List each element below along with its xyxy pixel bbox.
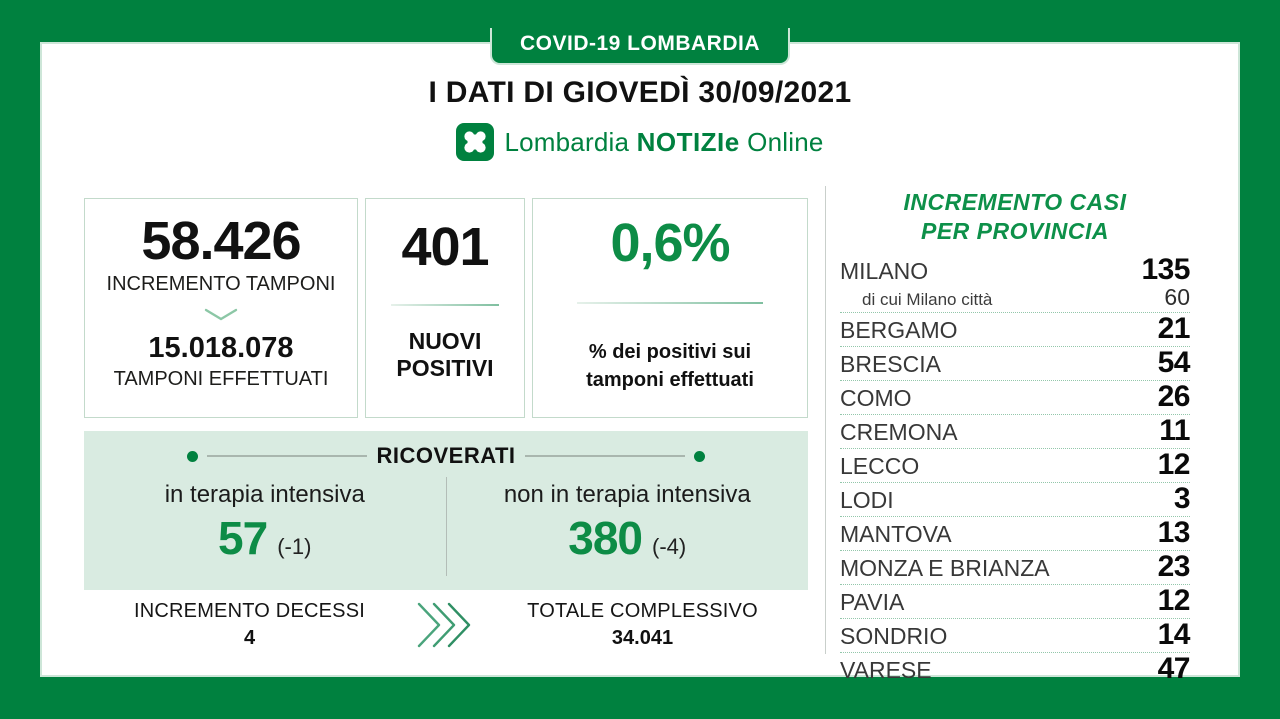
terapia-intensiva-label: in terapia intensiva [164, 481, 365, 508]
nuovi-positivi-label: NUOVI POSITIVI [396, 327, 494, 382]
tamponi-increment-value: 58.426 [141, 211, 301, 271]
province-row: COMO 26 [840, 379, 1191, 414]
incremento-decessi-label: INCREMENTO DECESSI [133, 600, 366, 622]
terapia-intensiva-delta: (-1) [277, 534, 312, 559]
province-name: BRESCIA [840, 350, 941, 377]
province-name: CREMONA [840, 418, 958, 445]
incremento-decessi-block: INCREMENTO DECESSI 4 [84, 600, 415, 650]
province-case-count: 23 [1157, 549, 1191, 583]
province-panel-title-line1: INCREMENTO CASI [903, 189, 1127, 215]
province-row: CREMONA 11 [840, 413, 1190, 448]
province-case-count: 54 [1157, 345, 1191, 379]
province-row: BERGAMO 21 [840, 311, 1191, 346]
stat-cards-row: 58.426 INCREMENTO TAMPONI 15.018.078 TAM… [84, 198, 808, 418]
province-name: LECCO [840, 452, 920, 479]
stats-column: 58.426 INCREMENTO TAMPONI 15.018.078 TAM… [84, 186, 808, 686]
non-terapia-intensiva-label: non in terapia intensiva [503, 481, 751, 508]
province-sub-row: di cui Milano città 60 [840, 283, 1190, 311]
province-case-count: 12 [1157, 447, 1191, 481]
province-row: SONDRIO 14 [840, 617, 1191, 652]
brand-region: Lombardia [504, 126, 630, 157]
province-panel-title-line2: PER PROVINCIA [921, 217, 1109, 244]
incremento-decessi-value: 4 [243, 627, 256, 649]
province-case-count: 26 [1157, 379, 1191, 413]
province-case-count: 3 [1173, 481, 1191, 515]
totals-row: INCREMENTO DECESSI 4 TOTALE COMPLESSIVO … [84, 590, 808, 660]
ricoverati-title: RICOVERATI [376, 443, 516, 468]
brand-logo: Lombardia NOTIZIe Online [40, 122, 1240, 162]
rosa-camuna-icon [456, 123, 495, 161]
divider [445, 477, 447, 576]
triple-chevron-right-icon [417, 602, 471, 648]
ricoverati-band: RICOVERATI in terapia intensiva 57 (-1) [84, 431, 808, 590]
province-case-count: 11 [1159, 413, 1190, 447]
province-case-count: 47 [1157, 651, 1191, 685]
percentuale-value: 0,6% [610, 213, 730, 273]
divider [576, 301, 764, 304]
tamponi-total-label: TAMPONI EFFETTUATI [113, 367, 329, 390]
ricoverati-header: RICOVERATI [84, 443, 808, 469]
province-row: VARESE 47 [840, 651, 1191, 686]
province-sub-label: di cui Milano città [862, 289, 993, 309]
brand-wordmark: Lombardia NOTIZIe Online [504, 127, 823, 158]
province-row: MANTOVA 13 [840, 515, 1191, 550]
bullet-dot-icon [693, 450, 705, 462]
brand-name: NOTIZIe [636, 126, 740, 157]
totale-complessivo-block: TOTALE COMPLESSIVO 34.041 [477, 600, 808, 650]
card-percentuale-positivi: 0,6% % dei positivi sui tamponi effettua… [532, 198, 808, 418]
divider [207, 455, 368, 457]
province-row: LECCO 12 [840, 447, 1191, 482]
province-case-count: 12 [1157, 583, 1191, 617]
chevron-down-icon [204, 308, 238, 321]
province-case-count: 13 [1157, 515, 1191, 549]
province-case-count: 21 [1157, 311, 1191, 345]
province-case-count: 135 [1141, 252, 1190, 286]
non-terapia-intensiva-delta: (-4) [652, 534, 687, 559]
page-title: I DATI DI GIOVEDÌ 30/09/2021 [428, 76, 852, 109]
province-name: MONZA E BRIANZA [840, 554, 1050, 581]
bullet-dot-icon [187, 450, 199, 462]
province-case-count: 14 [1157, 617, 1191, 651]
province-name: BERGAMO [840, 316, 958, 343]
terapia-intensiva-block: in terapia intensiva 57 (-1) [84, 473, 446, 590]
divider [391, 303, 499, 306]
province-list: MILANO 135 di cui Milano città 60 BERGAM… [840, 254, 1191, 686]
province-name: PAVIA [840, 588, 905, 615]
badge-label: COVID-19 LOMBARDIA [519, 32, 761, 55]
terapia-intensiva-value: 57 [218, 512, 268, 564]
ricoverati-columns: in terapia intensiva 57 (-1) non in tera… [84, 473, 808, 590]
brand-suffix: Online [747, 126, 824, 157]
province-sub-value: 60 [1164, 283, 1190, 310]
non-terapia-intensiva-value: 380 [568, 512, 643, 564]
nuovi-positivi-value: 401 [401, 217, 489, 277]
divider [524, 455, 685, 457]
province-name: MANTOVA [840, 520, 952, 547]
province-row: MILANO 135 di cui Milano città 60 [840, 254, 1190, 312]
non-terapia-intensiva-block: non in terapia intensiva 380 (-4) [447, 473, 809, 590]
totale-complessivo-label: TOTALE COMPLESSIVO [527, 600, 758, 622]
percentuale-label: % dei positivi sui tamponi effettuati [586, 340, 754, 391]
card-nuovi-positivi: 401 NUOVI POSITIVI [365, 198, 525, 418]
totale-complessivo-value: 34.041 [611, 627, 674, 649]
bulletin-panel: I DATI DI GIOVEDÌ 30/09/2021 Lombardia N… [40, 42, 1240, 683]
province-name: LODI [840, 486, 894, 513]
province-panel-title: INCREMENTO CASI PER PROVINCIA [840, 188, 1190, 246]
province-name: VARESE [840, 656, 932, 683]
province-row: LODI 3 [840, 481, 1191, 516]
province-row: PAVIA 12 [840, 583, 1191, 618]
province-name: SONDRIO [840, 622, 948, 649]
province-panel: INCREMENTO CASI PER PROVINCIA MILANO 135… [826, 186, 1240, 686]
tamponi-increment-label: INCREMENTO TAMPONI [106, 272, 336, 295]
province-row: MONZA E BRIANZA 23 [840, 549, 1191, 584]
province-row: BRESCIA 54 [840, 345, 1191, 380]
covid-lombardia-badge: COVID-19 LOMBARDIA [489, 28, 791, 65]
main-area: 58.426 INCREMENTO TAMPONI 15.018.078 TAM… [40, 186, 1240, 686]
vertical-divider [825, 186, 826, 654]
province-name: COMO [840, 384, 912, 411]
card-tamponi: 58.426 INCREMENTO TAMPONI 15.018.078 TAM… [84, 198, 358, 418]
province-name: MILANO [840, 257, 929, 284]
tamponi-total-value: 15.018.078 [148, 331, 294, 364]
